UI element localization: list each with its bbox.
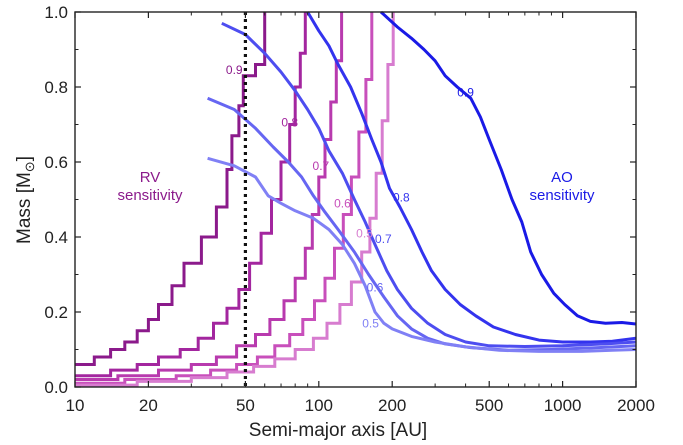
y-tick-label: 0.0 [44,378,68,397]
rv-contour-0-8 [75,12,307,378]
ao-contour-0-7 [221,21,636,348]
ao-contour-label-0-6: 0.6 [367,281,384,295]
ao-contour-label-0-7: 0.7 [375,232,392,246]
y-tick-label: 0.6 [44,153,68,172]
y-axis-label-sub: ⊙ [22,161,37,172]
x-tick-label: 1000 [544,396,582,415]
ao-region-label-line2: sensitivity [529,187,595,204]
y-axis-label-main: Mass [M [14,172,35,244]
y-axis-label: Mass [M⊙] [14,156,37,244]
x-tick-label: 500 [475,396,503,415]
rv-contour-label-0-7: 0.7 [313,159,330,173]
rv-contours [75,12,395,387]
x-tick-label: 2000 [617,396,655,415]
ao-contour-label-0-8: 0.8 [393,191,410,205]
x-axis-label: Semi-major axis [AU] [249,420,427,441]
ao-region-label-line1: AO [551,169,573,186]
svg-text:Mass [M⊙]: Mass [M⊙] [14,156,37,244]
ao-contour-0-5 [207,156,636,353]
y-tick-label: 0.8 [44,78,68,97]
x-tick-label: 50 [236,396,255,415]
rv-contour-label-0-9: 0.9 [226,63,243,77]
rv-contour-label-0-5: 0.5 [356,226,373,240]
rv-contour-0-7 [75,12,344,381]
ao-contour-0-8 [306,11,636,344]
rv-region-label-line2: sensitivity [117,187,183,204]
ao-region-label: AO sensitivity [529,169,595,204]
rv-contour-0-6 [75,12,374,385]
x-tick-label: 200 [378,396,406,415]
rv-contour-0-5 [75,12,395,387]
contour-labels: 0.9 0.8 0.7 0.6 0.5 0.9 0.8 0.7 0.6 0.5 [226,63,474,330]
rv-contour-0-9 [75,12,267,366]
rv-contour-label-0-6: 0.6 [334,196,351,210]
y-tick-label: 0.4 [44,228,68,247]
rv-region-label: RV sensitivity [117,169,183,204]
axes: 10 20 50 100 200 500 1000 2000 0.0 0.2 0.4 0.6 0.8 1.… [44,3,655,415]
ao-contour-label-0-9: 0.9 [457,86,474,100]
rv-contour-label-0-8: 0.8 [281,116,298,130]
ao-contours [207,10,636,353]
ao-contour-label-0-5: 0.5 [362,316,379,330]
y-axis-label-close: ] [14,156,35,161]
x-tick-label: 100 [305,396,333,415]
x-tick-label: 20 [139,396,158,415]
ao-contour-0-9 [379,10,636,326]
y-tick-label: 1.0 [44,3,68,22]
y-tick-label: 0.2 [44,303,68,322]
rv-region-label-line1: RV [140,169,161,186]
x-tick-label: 10 [66,396,85,415]
